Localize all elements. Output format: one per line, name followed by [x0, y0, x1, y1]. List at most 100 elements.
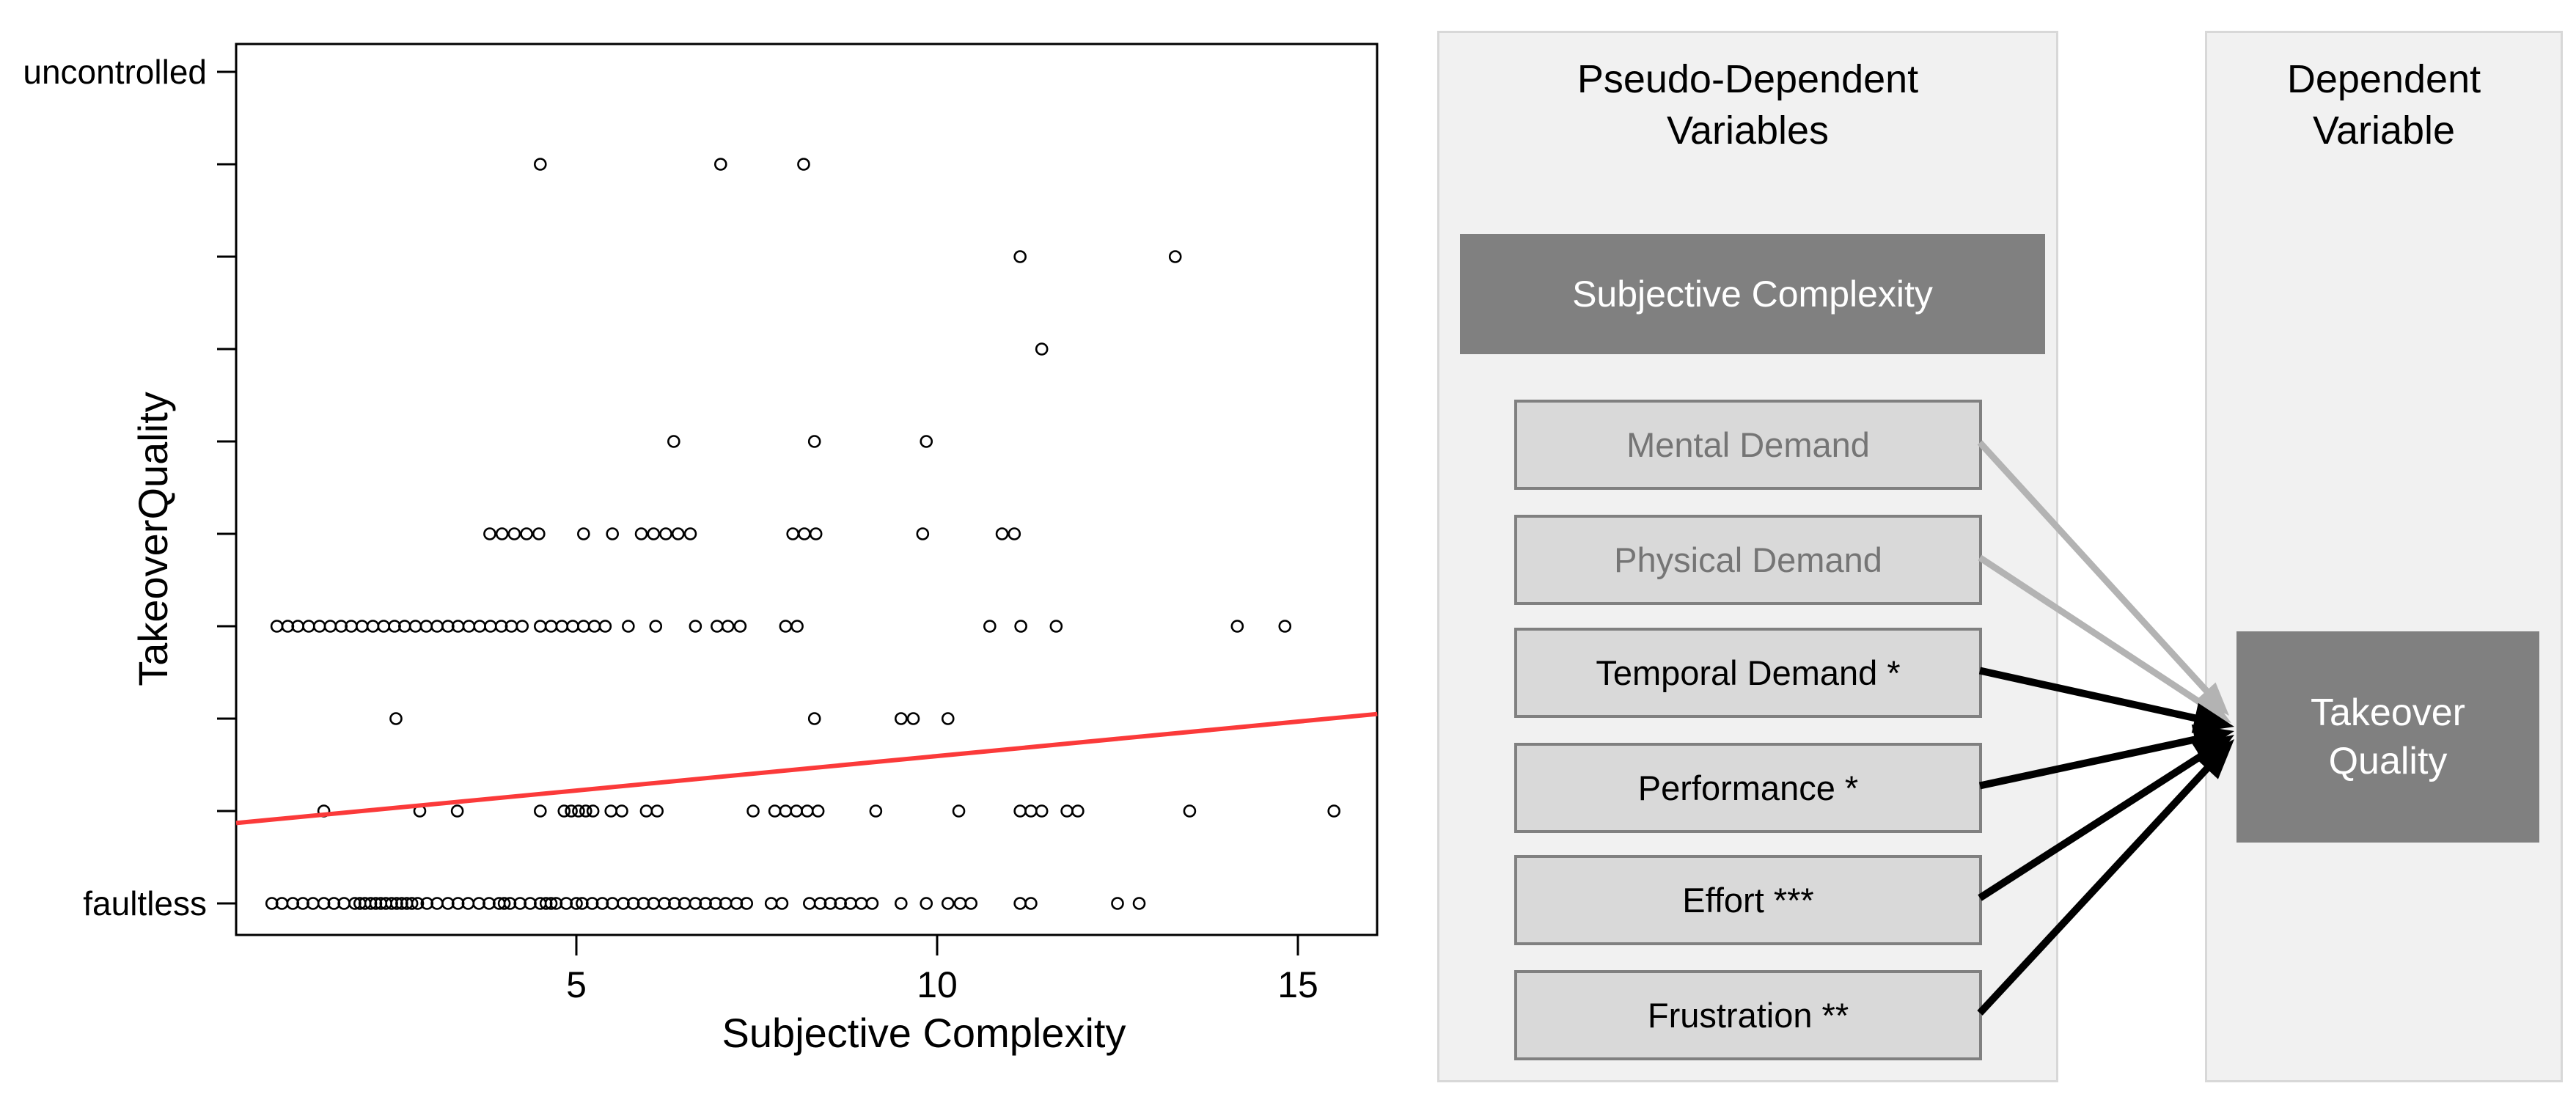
data-point	[515, 620, 529, 633]
data-point	[746, 804, 760, 818]
pseudo-panel-title: Pseudo-Dependent Variables	[1439, 54, 2056, 156]
variable-box: Frustration **	[1514, 970, 1982, 1060]
data-point	[411, 897, 425, 910]
variable-box: Effort ***	[1514, 855, 1982, 945]
data-point	[1013, 250, 1027, 263]
x-axis-title: Subjective Complexity	[722, 1010, 1126, 1056]
dependent-variable-panel: Dependent Variable Takeover Quality	[2205, 31, 2563, 1082]
data-point	[615, 804, 628, 818]
data-point	[579, 804, 592, 818]
y-tick-label: faultless	[83, 884, 207, 922]
data-point	[634, 527, 648, 540]
data-point	[572, 804, 585, 818]
data-point	[964, 897, 978, 910]
data-point	[671, 527, 685, 540]
subjective-complexity-box: Subjective Complexity	[1460, 234, 2045, 354]
takeover-quality-label: Takeover Quality	[2311, 691, 2465, 782]
data-point	[689, 620, 702, 633]
data-point	[807, 712, 821, 725]
data-point	[995, 527, 1009, 540]
data-point	[895, 712, 908, 725]
data-point	[1035, 342, 1049, 356]
variable-box: Physical Demand	[1514, 515, 1982, 605]
data-point	[683, 527, 697, 540]
x-tick-label: 5	[566, 964, 587, 1005]
data-point	[1168, 250, 1182, 263]
data-point	[740, 897, 754, 910]
data-point	[869, 804, 883, 818]
data-point	[598, 620, 612, 633]
data-point	[895, 897, 908, 910]
variable-box: Mental Demand	[1514, 400, 1982, 490]
data-point	[811, 804, 825, 818]
data-point	[450, 804, 464, 818]
data-point	[565, 804, 578, 818]
data-point	[920, 897, 933, 910]
data-point	[1111, 897, 1124, 910]
data-point	[906, 712, 920, 725]
scatter-plot: faultless uncontrolled 5 10 15 Subjective Com…	[23, 43, 1379, 1056]
data-point	[667, 435, 680, 448]
data-point	[586, 804, 600, 818]
dependent-panel-title-line2: Variable	[2312, 109, 2456, 153]
data-point	[1132, 897, 1146, 910]
x-tick-label: 10	[917, 964, 958, 1005]
data-point	[916, 527, 930, 540]
data-point	[497, 897, 511, 910]
data-point	[797, 158, 810, 171]
y-axis-title: TakeoverQuality	[130, 392, 176, 686]
data-point	[520, 527, 533, 540]
data-point	[775, 897, 789, 910]
x-tick-label: 15	[1277, 964, 1318, 1005]
data-point	[1278, 620, 1292, 633]
data-point	[1230, 620, 1244, 633]
regression-line	[235, 711, 1378, 826]
data-point	[532, 527, 546, 540]
plot-border	[235, 43, 1379, 936]
data-point	[809, 527, 823, 540]
data-point	[544, 897, 558, 910]
data-point	[659, 527, 672, 540]
data-point	[952, 804, 966, 818]
data-point	[733, 620, 747, 633]
data-point	[495, 527, 509, 540]
dependent-panel-title-line1: Dependent	[2286, 57, 2481, 101]
data-point	[941, 897, 955, 910]
data-point	[941, 712, 955, 725]
data-point	[721, 620, 735, 633]
pseudo-dependent-panel: Pseudo-Dependent Variables Subjective Co…	[1437, 31, 2058, 1082]
pseudo-panel-title-line1: Pseudo-Dependent	[1577, 57, 1919, 101]
data-point	[622, 620, 635, 633]
data-point	[577, 527, 590, 540]
data-point	[647, 527, 661, 540]
data-point	[1024, 897, 1038, 910]
data-point	[1035, 804, 1049, 818]
data-point	[1008, 527, 1021, 540]
data-point	[983, 620, 997, 633]
data-point	[1049, 620, 1063, 633]
variable-box: Temporal Demand *	[1514, 628, 1982, 718]
data-point	[920, 435, 933, 448]
data-point	[1071, 804, 1085, 818]
data-point	[533, 158, 547, 171]
data-point	[807, 435, 821, 448]
pseudo-panel-title-line2: Variables	[1666, 109, 1830, 153]
data-point	[650, 804, 664, 818]
variable-box: Performance *	[1514, 743, 1982, 833]
data-point	[649, 620, 663, 633]
data-point	[533, 804, 547, 818]
data-point	[606, 527, 620, 540]
takeover-quality-box: Takeover Quality	[2236, 631, 2539, 843]
data-point	[405, 897, 419, 910]
data-point	[570, 897, 583, 910]
data-point	[1014, 620, 1027, 633]
data-point	[865, 897, 879, 910]
dependent-panel-title: Dependent Variable	[2207, 54, 2561, 156]
data-point	[790, 620, 804, 633]
data-point	[507, 527, 521, 540]
data-point	[1183, 804, 1197, 818]
y-tick-label: uncontrolled	[23, 53, 207, 91]
data-point	[1327, 804, 1340, 818]
data-point	[389, 712, 403, 725]
